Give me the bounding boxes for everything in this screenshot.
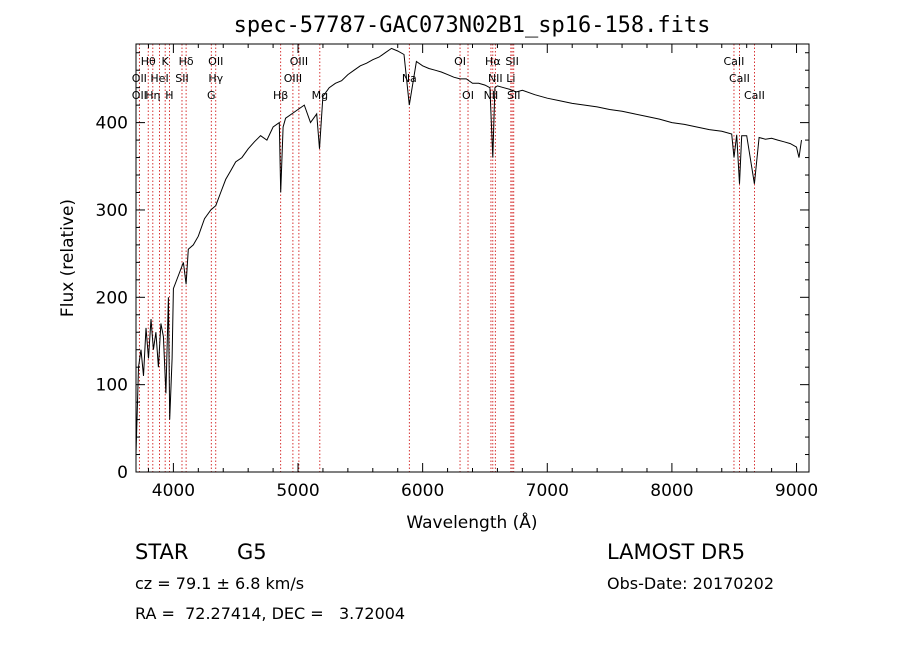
x-tick-label: 6000: [401, 481, 444, 501]
spectral-line-label: OII: [132, 72, 147, 85]
spectral-line-label: CaII: [729, 72, 750, 85]
coordinates: RA = 72.27414, DEC = 3.72004: [135, 604, 406, 623]
spectral-line-label: OII: [208, 55, 223, 68]
y-axis-label: Flux (relative): [58, 199, 78, 317]
y-axis: 0 100 200 300 400: [96, 52, 809, 483]
plot-frame: [135, 43, 810, 473]
spectral-line-label: NII: [484, 89, 499, 102]
spectral-line-label: OIII: [284, 72, 302, 85]
spectral-line-label: HeI: [150, 72, 168, 85]
spectral-line-label: Hθ: [141, 55, 156, 68]
x-tick-label: 5000: [276, 481, 319, 501]
y-tick-label: 300: [96, 201, 128, 221]
x-tick-label: 7000: [526, 481, 569, 501]
y-tick-label: 100: [96, 376, 128, 396]
x-axis: 4000 5000 6000 7000 8000 9000: [147, 44, 818, 501]
object-type: STAR: [135, 540, 189, 564]
spectral-line-label: Hδ: [179, 55, 194, 68]
spectrum-line: [135, 47, 802, 455]
spectral-subclass: G5: [237, 540, 267, 564]
x-axis-label: Wavelength (Å): [406, 511, 537, 533]
observation-date: Obs-Date: 20170202: [607, 574, 775, 593]
spectral-line-label: SII: [505, 55, 518, 68]
spectral-line-label: H: [165, 89, 173, 102]
spectral-line-label: Li: [506, 72, 515, 85]
spectral-line-label: SII: [175, 72, 188, 85]
spectral-line-label: K: [162, 55, 170, 68]
chart-title: spec-57787-GAC073N02B1_sp16-158.fits: [234, 13, 711, 38]
spectral-line-label: Hβ: [273, 89, 288, 102]
x-tick-label: 4000: [152, 481, 195, 501]
spectrum-series: [135, 47, 802, 455]
spectral-line-label: OI: [454, 55, 466, 68]
y-tick-label: 200: [96, 288, 128, 308]
y-tick-label: 0: [117, 463, 128, 483]
spectral-line-label: SII: [507, 89, 520, 102]
x-tick-label: 8000: [650, 481, 693, 501]
survey-release: LAMOST DR5: [607, 540, 746, 564]
x-tick-label: 9000: [775, 481, 818, 501]
spectral-line-label: Hγ: [208, 72, 223, 85]
spectral-line-markers: [138, 44, 755, 472]
spectral-line-label: Mg: [312, 89, 328, 102]
spectral-line-label: OI: [462, 89, 474, 102]
spectral-line-label: NII: [488, 72, 503, 85]
spectral-line-label: Hα: [485, 55, 501, 68]
spectral-line-label: CaII: [724, 55, 745, 68]
spectral-line-label: Hη: [145, 89, 160, 102]
spectral-line-label: CaII: [744, 89, 765, 102]
redshift-velocity: cz = 79.1 ± 6.8 km/s: [135, 574, 305, 593]
spectral-line-label: Na: [402, 72, 417, 85]
spectral-line-label: G: [207, 89, 216, 102]
spectral-line-label: OIII: [290, 55, 308, 68]
y-tick-label: 400: [96, 114, 128, 134]
